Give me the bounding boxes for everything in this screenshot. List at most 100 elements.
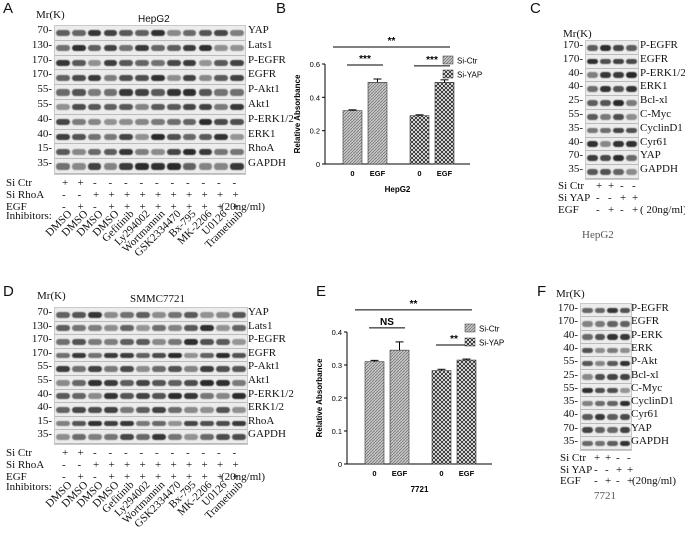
blot-band (120, 379, 134, 386)
protein-label: P-EGFR (248, 53, 286, 66)
treatment-sign: - (62, 189, 66, 201)
blot-band (198, 30, 213, 37)
treatment-sign: + (608, 180, 615, 192)
blot-strip (55, 85, 245, 100)
category-label: 0 (439, 469, 443, 478)
treatment-sign: + (108, 471, 115, 483)
blot-band (216, 420, 230, 427)
blot-band (151, 148, 165, 155)
treatment-sign: - (605, 463, 609, 476)
mw-marker: 35- (568, 163, 583, 176)
treatment-sign: + (77, 447, 84, 459)
mw-marker: 40- (563, 408, 578, 421)
blot-band (104, 434, 118, 440)
blot-band (103, 44, 118, 52)
treatment-sign: - (62, 471, 66, 483)
blot-band (214, 118, 229, 126)
significance-label: *** (426, 55, 438, 66)
blot-band (200, 434, 214, 440)
blot-strip (581, 343, 631, 358)
blot-band (587, 58, 598, 65)
protein-label: P-ERK (631, 328, 663, 341)
treatment-sign: - (139, 177, 144, 189)
blot-band (184, 325, 198, 332)
blot-band (232, 352, 246, 359)
bar-chart-e: 0 0.1 0.2 0.3 0.4 Relative Absorbance 0 EGF 0 EGF… (315, 299, 504, 494)
treatment-sign: + (232, 471, 239, 483)
blot-band (200, 366, 214, 372)
blot-band (136, 393, 150, 400)
blot-band (56, 325, 70, 332)
blot-band (216, 338, 230, 345)
category-label: 0 (350, 169, 354, 178)
y-tick-label: 0.1 (332, 427, 342, 436)
treatment-sign: - (93, 201, 97, 213)
protein-label: P-ERK1/2 (248, 387, 294, 400)
mw-marker: 40- (563, 328, 578, 341)
y-tick-label: 0 (338, 460, 342, 469)
mw-marker: 70- (37, 306, 52, 318)
mw-marker: 25- (568, 94, 583, 107)
blot-band (607, 387, 618, 394)
blot-strip (586, 96, 638, 110)
blot-band (136, 311, 150, 318)
blot-strip (55, 389, 247, 404)
western-blot-f (580, 303, 632, 451)
blot-band (182, 89, 197, 96)
blot-band (135, 89, 149, 96)
protein-label: Akt1 (248, 98, 270, 110)
blot-band (87, 148, 102, 155)
blot-band (136, 366, 150, 372)
blot-band (168, 393, 182, 400)
blot-band (104, 311, 118, 318)
blot-band (87, 104, 102, 111)
blot-band (87, 118, 102, 126)
protein-label: YAP (248, 306, 269, 318)
blot-band (182, 118, 197, 126)
blot-band (168, 379, 182, 386)
blot-band (103, 118, 118, 126)
treatment-sign: - (616, 475, 620, 487)
blot-band (619, 414, 630, 420)
blot-band (166, 163, 181, 170)
blot-band (104, 393, 118, 400)
blot-band (72, 352, 86, 359)
blot-band (182, 74, 197, 81)
blot-band (56, 118, 70, 126)
blot-band (582, 440, 593, 447)
blot-band (230, 30, 244, 37)
blot-band (184, 366, 198, 372)
blot-band (72, 325, 86, 332)
treatment-sign: - (108, 177, 113, 189)
treatment-sign: + (155, 459, 162, 471)
blot-band (88, 420, 102, 427)
blot-band (184, 311, 198, 318)
blot-band (232, 420, 246, 427)
protein-label: ERK1 (248, 127, 276, 140)
mw-marker: 170- (562, 52, 583, 65)
blot-strip (55, 70, 245, 86)
blot-band (198, 133, 213, 140)
blot-band (619, 427, 630, 433)
mw-marker: 35- (37, 157, 52, 170)
bar-chart-b: 0 0.2 0.4 0.6 Relative Absorbance 0 EGF 0 EGF Hep… (293, 36, 482, 194)
treatment-sign: + (232, 189, 239, 201)
bar (409, 115, 430, 165)
treatment-sign: + (124, 189, 131, 201)
protein-label: GAPDH (248, 428, 286, 441)
treatment-sign: - (139, 447, 144, 459)
treatment-sign: + (155, 471, 162, 483)
egf-concentration: (20ng/ml) (632, 475, 676, 487)
blot-band (619, 374, 630, 380)
blot-band (119, 74, 134, 81)
blot-band (200, 420, 214, 427)
treatment-sign: + (62, 447, 69, 459)
blot-strip (581, 330, 631, 344)
treatment-sign: - (232, 447, 237, 459)
blot-band (200, 325, 214, 332)
blot-band (103, 74, 118, 81)
protein-label: Cyr61 (631, 408, 659, 421)
treatment-sign: + (170, 201, 177, 213)
blot-band (104, 338, 118, 345)
blot-band (56, 338, 70, 345)
